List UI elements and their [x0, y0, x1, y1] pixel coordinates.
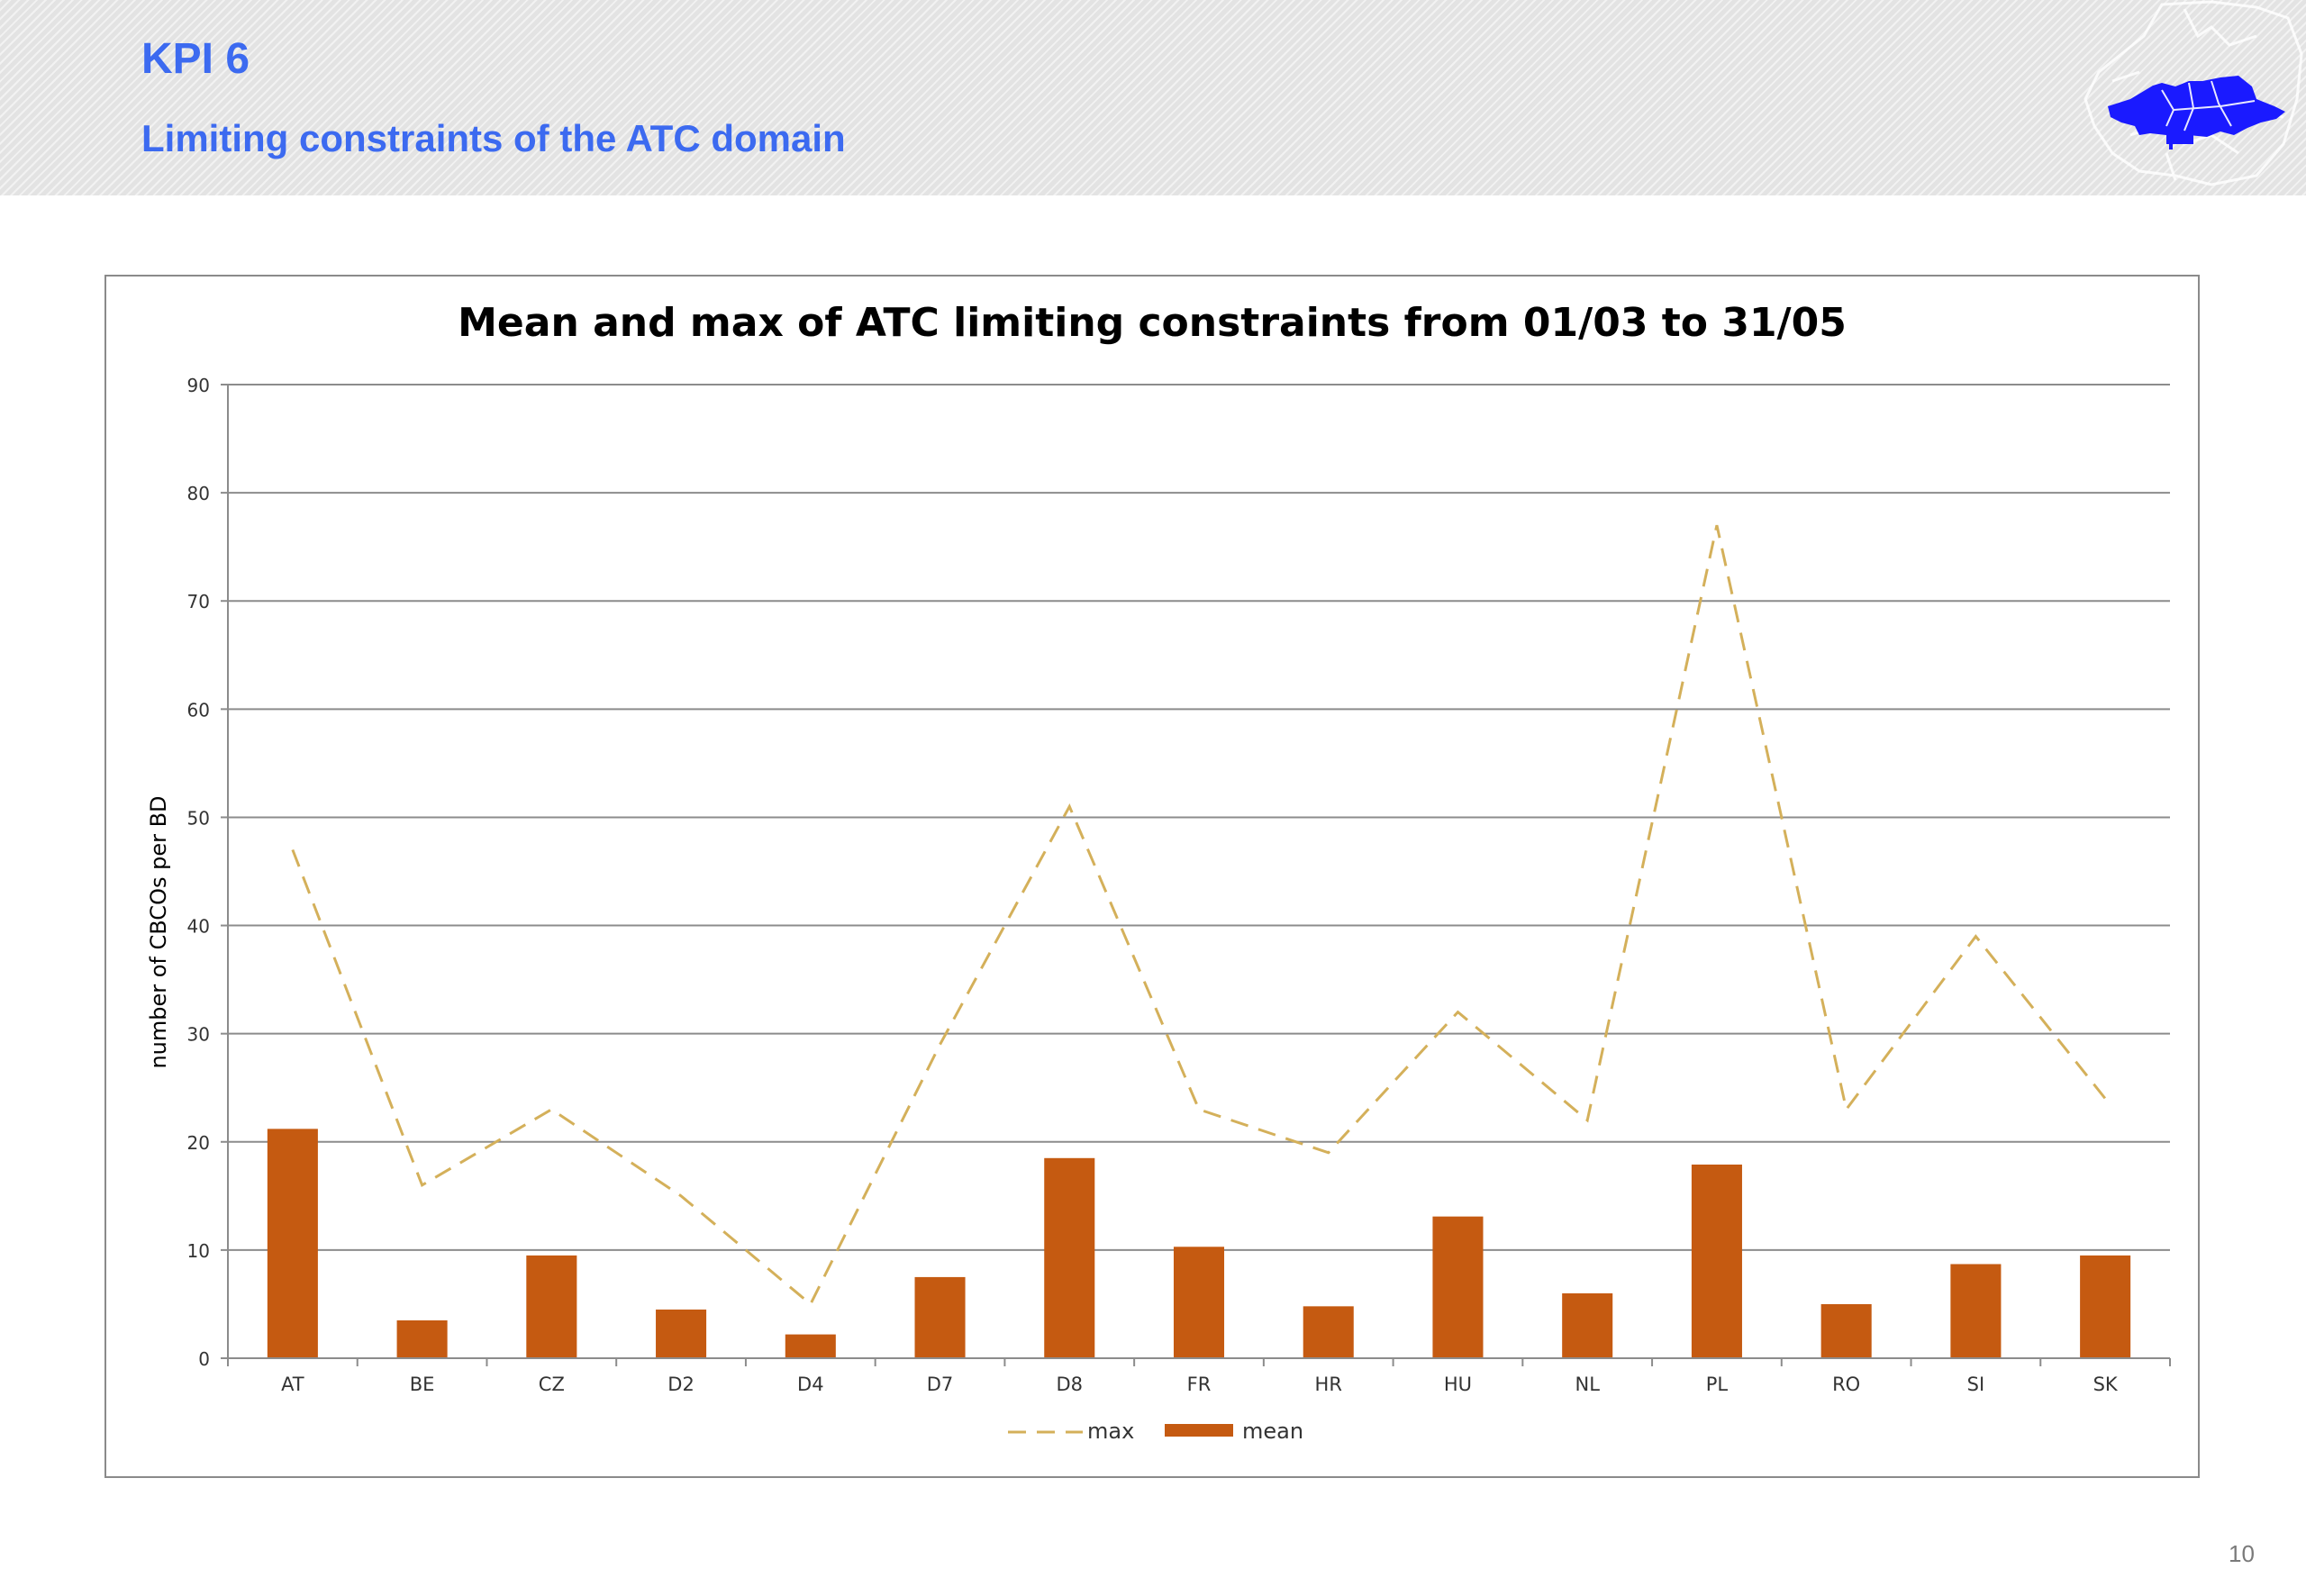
europe-map-icon [2084, 0, 2303, 186]
slide-title: KPI 6 [141, 35, 250, 83]
bar-mean-NL [1562, 1292, 1613, 1358]
bar-mean-SK [2080, 1255, 2131, 1358]
line-max [291, 524, 2107, 1307]
bar-mean-D7 [914, 1276, 966, 1358]
bar-mean-AT [267, 1129, 318, 1358]
y-tick-label-0: 0 [198, 1348, 210, 1370]
y-tick-label-60: 60 [187, 699, 210, 721]
legend: max mean [1008, 1419, 1303, 1444]
grid-layer [228, 384, 2170, 1251]
bar-mean-RO [1820, 1303, 1872, 1358]
y-tick-label-70: 70 [187, 591, 210, 612]
bar-mean-HR [1303, 1306, 1354, 1358]
header-band [0, 0, 2306, 195]
y-tick-label-30: 30 [187, 1024, 210, 1046]
bar-mean-D2 [656, 1309, 707, 1358]
x-tick-label-D4: D4 [797, 1374, 824, 1395]
y-tick-label-50: 50 [187, 807, 210, 829]
x-tick-label-AT: AT [281, 1374, 304, 1395]
y-tick-label-20: 20 [187, 1132, 210, 1154]
chart-frame [104, 275, 2200, 1478]
y-tick-label-90: 90 [187, 375, 210, 396]
line-series-max [291, 524, 2107, 1307]
legend-label-max: max [1087, 1419, 1134, 1444]
bar-series-mean [267, 1129, 2131, 1358]
x-tick-label-HU: HU [1444, 1374, 1472, 1395]
chart-title: Mean and max of ATC limiting constraints… [458, 300, 1847, 346]
legend-swatch-mean [1165, 1424, 1233, 1437]
bar-mean-D4 [785, 1334, 836, 1358]
bar-mean-D8 [1044, 1157, 1095, 1358]
bar-mean-SI [1950, 1264, 2002, 1358]
bar-mean-CZ [526, 1255, 577, 1358]
y-tick-label-80: 80 [187, 483, 210, 504]
x-tick-label-CZ: CZ [539, 1374, 565, 1395]
y-tick-label-10: 10 [187, 1240, 210, 1262]
slide-subtitle: Limiting constraints of the ATC domain [141, 117, 846, 159]
legend-label-mean: mean [1242, 1419, 1303, 1444]
x-tick-label-RO: RO [1832, 1374, 1860, 1395]
y-axis-label: number of CBCOs per BD [146, 795, 171, 1068]
y-tick-label-40: 40 [187, 916, 210, 938]
x-tick-label-HR: HR [1315, 1374, 1342, 1395]
x-tick-label-SI: SI [1967, 1374, 1985, 1395]
chart-canvas: Mean and max of ATC limiting constraints… [146, 300, 2171, 1444]
axis-layer: 0 10 20 30 40 50 60 70 80 90 AT BE CZ D2 D4 D7 D8 FR HR HU N… [187, 375, 2171, 1395]
x-tick-label-PL: PL [1706, 1374, 1729, 1395]
bar-mean-PL [1691, 1165, 1742, 1358]
x-tick-label-NL: NL [1575, 1374, 1600, 1395]
bar-mean-BE [396, 1319, 448, 1358]
bar-mean-FR [1173, 1247, 1225, 1358]
x-tick-label-D7: D7 [927, 1374, 954, 1395]
page-number: 10 [2229, 1540, 2255, 1567]
x-tick-label-D2: D2 [667, 1374, 695, 1395]
x-tick-label-D8: D8 [1057, 1374, 1084, 1395]
x-tick-label-SK: SK [2093, 1374, 2119, 1395]
x-tick-label-BE: BE [410, 1374, 435, 1395]
x-tick-label-FR: FR [1187, 1374, 1212, 1395]
bar-mean-HU [1432, 1216, 1484, 1358]
